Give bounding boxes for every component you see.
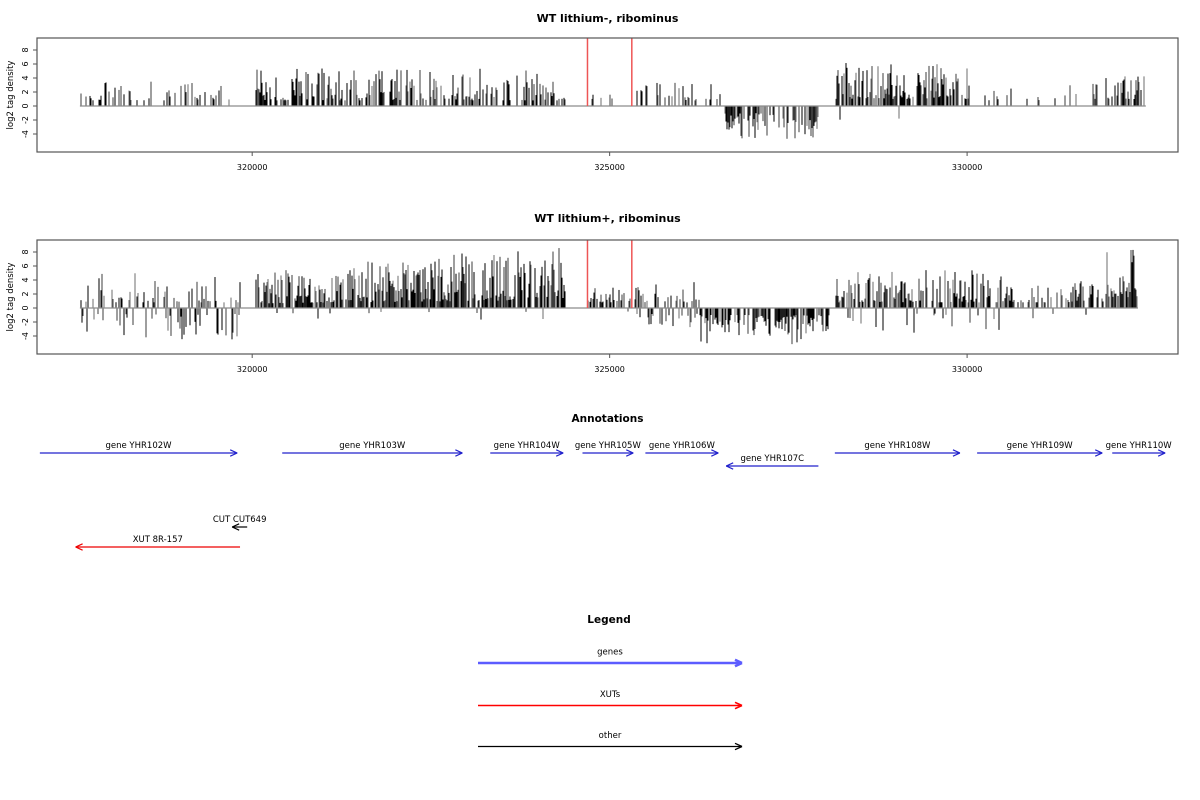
arrow-head — [1157, 449, 1166, 454]
feature-label: gene YHR103W — [339, 441, 406, 451]
feature-label: gene YHR104W — [494, 441, 561, 451]
legend: Legend genes XUTs other — [478, 614, 743, 751]
y-tick-label: 0 — [21, 103, 30, 108]
feature-label: gene YHR110W — [1106, 441, 1173, 451]
arrow-head — [734, 661, 743, 668]
legend-entry-other: other — [478, 731, 743, 751]
arrow-head — [725, 465, 734, 470]
y-tick-label: 4 — [21, 75, 30, 80]
arrow-head — [734, 742, 743, 748]
panel-title: WT lithium+, ribominus — [534, 212, 681, 225]
arrow-head — [455, 449, 463, 454]
arrow-head — [1094, 452, 1103, 457]
arrow-head — [952, 449, 961, 454]
arrow-head — [75, 546, 83, 551]
arrow-head — [711, 449, 719, 454]
y-tick-label: -4 — [21, 332, 30, 340]
gene-feature: gene YHR104W — [490, 441, 564, 457]
legend-entry-label: XUTs — [600, 690, 621, 700]
legend-title: Legend — [587, 614, 630, 626]
x-axis: 320000 325000 330000 — [237, 354, 982, 374]
gene-feature: gene YHR103W — [282, 441, 463, 457]
density-bars — [80, 63, 1145, 139]
feature-label: gene YHR107C — [740, 454, 804, 464]
plot-box — [36, 37, 1179, 153]
arrow-head — [734, 701, 743, 707]
legend-entry-genes: genes — [478, 648, 743, 668]
feature-label: gene YHR102W — [105, 441, 172, 451]
arrow-head — [625, 449, 634, 454]
other-feature: CUT CUT649 — [213, 515, 267, 531]
gene-feature: gene YHR107C — [725, 454, 819, 470]
y-tick-label: -2 — [21, 116, 30, 124]
feature-label: gene YHR108W — [864, 441, 931, 451]
arrow-head — [229, 452, 238, 457]
y-tick-label: 4 — [21, 277, 30, 282]
feature-label: CUT CUT649 — [213, 515, 267, 525]
x-tick-label: 320000 — [237, 163, 268, 172]
arrow-head — [555, 452, 564, 457]
arrow-head — [229, 449, 238, 454]
arrow-head — [625, 452, 634, 457]
gene-feature: gene YHR108W — [834, 441, 961, 457]
legend-entry-label: genes — [597, 648, 623, 658]
y-axis: 8 6 4 2 0 -2 -4 — [21, 47, 37, 138]
y-tick-label: 8 — [21, 249, 30, 254]
x-tick-label: 320000 — [237, 365, 268, 374]
arrow-head — [725, 462, 734, 467]
arrow-head — [231, 523, 240, 528]
arrow-head — [75, 543, 83, 548]
arrow-head — [734, 745, 743, 751]
arrow-head — [952, 452, 961, 457]
arrow-head — [555, 449, 564, 454]
y-tick-label: 0 — [21, 305, 30, 310]
x-tick-label: 325000 — [594, 163, 625, 172]
y-tick-label: 2 — [21, 291, 30, 296]
gene-feature: gene YHR110W — [1106, 441, 1173, 457]
feature-label: gene YHR106W — [649, 441, 716, 451]
feature-label: XUT 8R-157 — [133, 535, 183, 545]
coverage-panel-0: 320000 325000 330000 8 6 4 2 0 -2 -4 log2 tag dens… — [6, 12, 1179, 172]
panel-title: WT lithium-, ribominus — [537, 12, 679, 25]
annotations-track: Annotations gene YHR102W gene YHR103W gene … — [39, 413, 1173, 551]
coverage-panel-1: 320000 325000 330000 8 6 4 2 0 -2 -4 log2 tag dens… — [6, 212, 1179, 374]
gene-feature: gene YHR109W — [977, 441, 1103, 457]
arrow-head — [1094, 449, 1103, 454]
arrow-head — [455, 452, 463, 457]
x-axis: 320000 325000 330000 — [237, 152, 982, 172]
y-axis-title: log2 tag density — [6, 61, 16, 130]
y-tick-label: -4 — [21, 130, 30, 138]
annotations-title: Annotations — [572, 413, 644, 425]
arrow-head — [711, 452, 719, 457]
y-tick-label: 2 — [21, 89, 30, 94]
x-tick-label: 330000 — [952, 365, 983, 374]
gene-feature: gene YHR105W — [575, 441, 642, 457]
arrow-head — [734, 704, 743, 710]
feature-label: gene YHR109W — [1007, 441, 1074, 451]
y-axis-title: log2 tag density — [6, 263, 16, 332]
gene-feature: gene YHR102W — [39, 441, 238, 457]
y-axis: 8 6 4 2 0 -2 -4 — [21, 249, 37, 340]
arrow-head — [231, 526, 240, 531]
plot-box — [36, 239, 1179, 355]
feature-label: gene YHR105W — [575, 441, 642, 451]
gene-feature: gene YHR106W — [645, 441, 719, 457]
legend-entry-XUTs: XUTs — [478, 690, 743, 710]
y-tick-label: 8 — [21, 47, 30, 52]
arrow-head — [1157, 452, 1166, 457]
legend-entry-label: other — [599, 731, 622, 741]
x-tick-label: 330000 — [952, 163, 983, 172]
y-tick-label: -2 — [21, 318, 30, 326]
density-bars — [80, 248, 1138, 345]
XUT-feature: XUT 8R-157 — [75, 535, 241, 551]
y-tick-label: 6 — [21, 61, 30, 66]
x-tick-label: 325000 — [594, 365, 625, 374]
y-tick-label: 6 — [21, 263, 30, 268]
